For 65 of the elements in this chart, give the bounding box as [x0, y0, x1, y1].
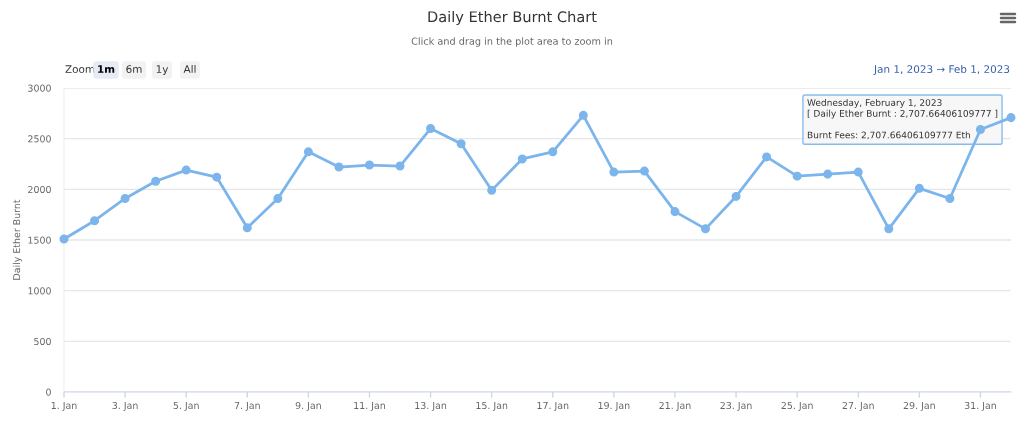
point — [212, 172, 222, 182]
point — [823, 169, 833, 179]
point — [334, 162, 344, 172]
y-axis-title: Daily Ether Burnt — [12, 199, 22, 280]
text: Zoom — [65, 65, 95, 74]
x-tick-label: 11. Jan — [354, 402, 385, 411]
x-tick-label: 27. Jan — [842, 401, 874, 411]
x-tick-label: 1. Jan — [51, 402, 77, 411]
point — [945, 193, 955, 203]
chart-subtitle: Click and drag in the plot area to zoom in — [411, 37, 613, 47]
chart-title: Daily Ether Burnt Chart — [428, 10, 597, 26]
text: Jan 1, 2023 → Feb 1, 2023 — [873, 64, 1010, 75]
x-tick-label: 3. Jan — [112, 401, 138, 411]
point — [395, 161, 405, 171]
x-tick-label: 25. Jan — [781, 401, 813, 411]
point — [853, 167, 863, 177]
y-tick-label: 1000 — [28, 287, 51, 295]
point — [639, 166, 649, 176]
point — [578, 110, 588, 120]
y-tick-label: 2500 — [28, 135, 51, 143]
text: 1m — [98, 65, 115, 73]
x-tick-label: 23. Jan — [720, 401, 752, 411]
text: 6m — [126, 65, 142, 74]
point — [670, 207, 680, 217]
point — [975, 125, 985, 135]
point — [1006, 113, 1016, 123]
y-tick-label: 1500 — [28, 236, 51, 244]
point — [884, 224, 894, 234]
y-tick-label: 3000 — [28, 84, 51, 92]
x-tick-label: 31. Jan — [964, 401, 996, 411]
x-tick-label: 19. Jan — [598, 401, 630, 411]
point — [609, 167, 619, 177]
point — [792, 171, 802, 181]
x-tick-label: 9. Jan — [295, 401, 321, 411]
point — [914, 183, 924, 193]
point — [731, 191, 741, 201]
y-tick-label: 2000 — [28, 185, 51, 194]
point — [59, 234, 69, 244]
point — [701, 224, 711, 234]
y-tick-label: 500 — [34, 337, 51, 346]
text: All — [183, 64, 196, 73]
point — [273, 193, 283, 203]
point — [303, 147, 313, 157]
x-tick-label: 15. Jan — [476, 402, 508, 411]
point — [90, 216, 100, 226]
y-tick-label: 0 — [46, 388, 51, 396]
text: Wednesday, February 1, 2023 [ Daily Ether Burnt : 2,707.66406109777 ] Burnt Fees: 2,707.66406109777 Eth — [807, 99, 998, 140]
point — [242, 223, 252, 233]
point — [517, 154, 527, 164]
point — [181, 165, 191, 175]
x-tick-label: 7. Jan — [234, 402, 260, 411]
point — [487, 185, 497, 195]
point — [151, 176, 161, 186]
point — [426, 124, 436, 134]
point — [120, 193, 130, 203]
point — [456, 139, 466, 149]
point — [762, 152, 772, 162]
x-tick-label: 21. Jan — [659, 401, 691, 411]
x-tick-label: 17. Jan — [537, 402, 569, 411]
x-tick-label: 29. Jan — [903, 401, 935, 411]
x-tick-label: 5. Jan — [173, 402, 199, 411]
text: 1y — [156, 65, 169, 76]
x-tick-label: 13. Jan — [415, 401, 447, 411]
point — [548, 147, 558, 157]
point — [364, 160, 374, 170]
